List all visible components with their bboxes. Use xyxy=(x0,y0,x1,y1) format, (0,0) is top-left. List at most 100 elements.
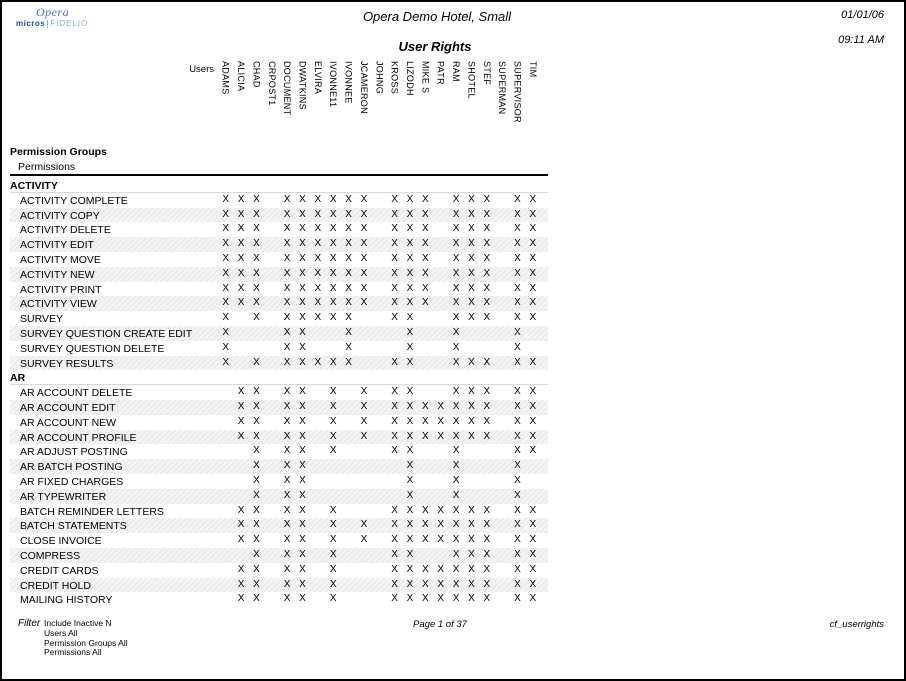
mark-cell: X xyxy=(452,326,460,338)
empty-cell xyxy=(494,326,509,341)
mark-cell: X xyxy=(329,430,337,442)
mark-cell: X xyxy=(329,548,337,560)
mark-cell: X xyxy=(391,504,398,516)
empty-cell xyxy=(310,489,325,504)
user-name-label: DWATKINS xyxy=(297,61,308,110)
mark-cell: X xyxy=(222,208,230,220)
empty-cell xyxy=(372,518,387,533)
empty-cell xyxy=(356,459,371,474)
empty-cell xyxy=(264,592,279,607)
empty-cell xyxy=(372,548,387,563)
empty-cell xyxy=(356,326,371,341)
permission-label: ACTIVITY PRINT xyxy=(20,283,102,296)
mark-cell: X xyxy=(529,519,537,531)
empty-cell xyxy=(326,341,341,356)
empty-cell xyxy=(464,341,479,356)
user-column-patr: PATR xyxy=(433,61,448,141)
empty-cell xyxy=(372,385,387,400)
mark-cell: X xyxy=(406,519,414,531)
mark-cell: X xyxy=(329,534,337,546)
table-row: SURVEY X X X X X X X X X X X X X X xyxy=(10,311,548,326)
mark-cell: X xyxy=(345,341,352,353)
opera-micros-fidelio-logo: Opera micros FIDELIO xyxy=(16,6,88,28)
mark-cell: X xyxy=(253,445,260,457)
opera-logo-text: Opera xyxy=(36,5,70,19)
table-row: AR FIXED CHARGES X X X X X X xyxy=(10,474,548,489)
micros-logo-text: micros xyxy=(16,19,46,28)
empty-cell xyxy=(494,504,509,519)
mark-cell: X xyxy=(529,282,537,294)
empty-cell xyxy=(372,193,387,208)
mark-cell: X xyxy=(468,563,475,575)
mark-cell: X xyxy=(514,282,521,294)
mark-cell: X xyxy=(314,238,322,250)
empty-cell xyxy=(218,592,233,607)
mark-cell: X xyxy=(406,489,414,501)
empty-cell xyxy=(264,341,279,356)
mark-cell: X xyxy=(391,252,398,264)
mark-cell: X xyxy=(406,445,414,457)
empty-cell xyxy=(341,474,356,489)
mark-cell: X xyxy=(529,223,537,235)
empty-cell xyxy=(341,385,356,400)
mark-cell: X xyxy=(529,193,537,205)
mark-cell: X xyxy=(299,445,306,457)
mark-cell: X xyxy=(283,415,291,427)
mark-cell: X xyxy=(468,282,475,294)
table-row: AR ADJUST POSTING X X X X X X X X X xyxy=(10,444,548,459)
mark-cell: X xyxy=(360,430,368,442)
table-row: SURVEY RESULTS X X X X X X X X X X X X X X xyxy=(10,355,548,371)
empty-cell xyxy=(479,444,494,459)
mark-cell: X xyxy=(452,415,460,427)
mark-cell: X xyxy=(299,208,306,220)
mark-cell: X xyxy=(314,223,322,235)
mark-cell: X xyxy=(514,252,521,264)
mark-cell: X xyxy=(529,386,537,398)
empty-cell xyxy=(372,504,387,519)
mark-cell: X xyxy=(406,193,414,205)
mark-cell: X xyxy=(514,341,521,353)
mark-cell: X xyxy=(253,534,260,546)
mark-cell: X xyxy=(253,282,260,294)
permission-label: SURVEY RESULTS xyxy=(20,357,114,370)
mark-cell: X xyxy=(299,193,306,205)
mark-cell: X xyxy=(483,386,491,398)
empty-cell xyxy=(525,459,540,474)
mark-cell: X xyxy=(299,548,306,560)
empty-cell xyxy=(494,252,509,267)
mark-cell: X xyxy=(299,593,306,605)
empty-cell xyxy=(464,459,479,474)
empty-cell xyxy=(233,326,248,341)
empty-cell xyxy=(387,341,402,356)
user-name-label: ELVIRA xyxy=(312,61,323,95)
mark-cell: X xyxy=(299,563,306,575)
mark-cell: X xyxy=(329,386,337,398)
empty-cell xyxy=(249,326,264,341)
table-row: CREDIT HOLD X X X X X X X X X X X X X X xyxy=(10,577,548,593)
table-row: AR ACCOUNT DELETE X X X X X X X X X X X X X xyxy=(10,385,548,400)
mark-cell: X xyxy=(406,326,414,338)
mark-cell: X xyxy=(253,593,260,605)
mark-cell: X xyxy=(483,297,491,309)
empty-cell xyxy=(264,533,279,548)
user-column-headers: ADAMS ALICIA CHAD CRPOST1 DOCUMENT DWATKINS EL… xyxy=(218,61,541,141)
mark-cell: X xyxy=(483,563,491,575)
empty-cell xyxy=(218,430,233,445)
mark-cell: X xyxy=(299,297,306,309)
users-column-group-label: Users xyxy=(189,64,214,75)
empty-cell xyxy=(356,311,371,326)
user-name-label: KROSS xyxy=(389,61,400,95)
user-name-label: SUPERVISOR xyxy=(512,61,523,123)
empty-cell xyxy=(372,208,387,223)
user-name-label: DOCUMENT xyxy=(282,61,293,116)
permission-label: ACTIVITY NEW xyxy=(20,268,95,281)
empty-cell xyxy=(233,444,248,459)
empty-cell xyxy=(433,356,448,371)
mark-cell: X xyxy=(452,548,460,560)
permission-label: ACTIVITY DELETE xyxy=(20,224,111,237)
empty-cell xyxy=(356,504,371,519)
